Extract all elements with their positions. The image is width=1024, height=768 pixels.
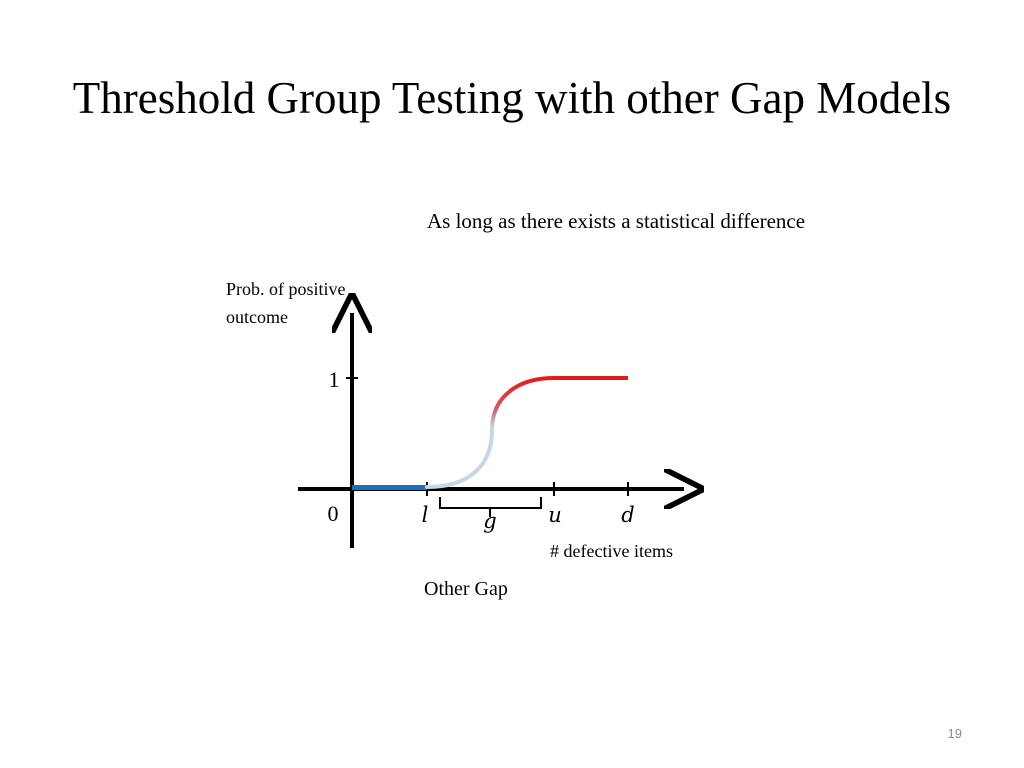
tick-g-label: g xyxy=(483,509,496,533)
caption: As long as there exists a statistical di… xyxy=(427,209,806,233)
page-number: 19 xyxy=(947,726,962,741)
tick-u-label: u xyxy=(548,503,562,527)
tick-l-label: l xyxy=(422,503,429,527)
y-axis-label-line1: Prob. of positive xyxy=(226,279,346,299)
gap-curve xyxy=(425,376,556,489)
y-axis-label-line2: outcome xyxy=(226,307,288,327)
gap-bracket xyxy=(439,497,542,517)
bottom-caption: Other Gap xyxy=(424,578,508,600)
y-tick-top-label: 1 xyxy=(329,367,340,392)
x-axis-label: # defective items xyxy=(550,541,673,561)
slide-title: Threshold Group Testing with other Gap M… xyxy=(72,73,952,123)
origin-label: 0 xyxy=(328,501,339,526)
tick-d-label: d xyxy=(621,503,634,527)
